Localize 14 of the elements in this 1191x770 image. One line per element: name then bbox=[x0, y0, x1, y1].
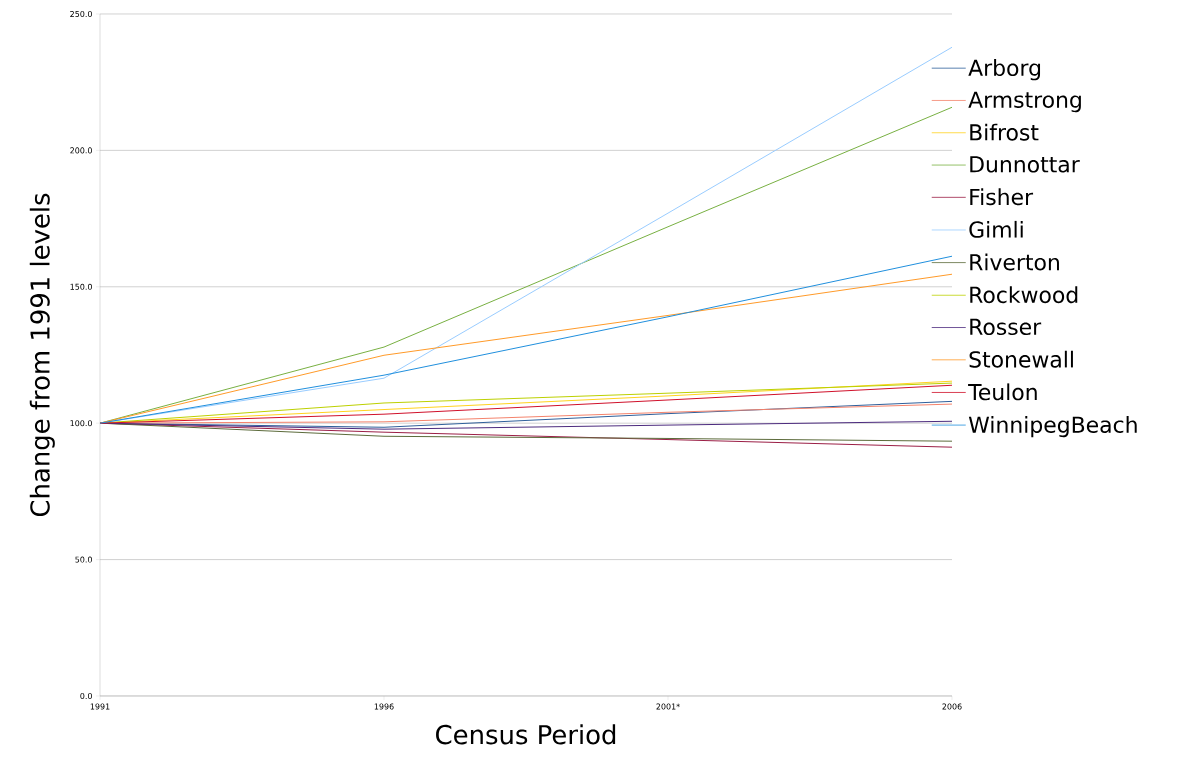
legend-label: Fisher bbox=[970, 188, 1034, 206]
legend-label: Bifrost bbox=[970, 123, 1039, 141]
legend-label: Armstrong bbox=[968, 91, 1081, 113]
legend-label: Teulon bbox=[968, 383, 1037, 401]
legend-label: Stonewall bbox=[969, 350, 1073, 368]
legend-label: Rockwood bbox=[970, 286, 1078, 304]
legend-label: WinnipegBeach bbox=[968, 416, 1137, 438]
legend-label: Riverton bbox=[970, 253, 1059, 271]
legend-label: Arborg bbox=[968, 59, 1041, 81]
legend-label: Gimli bbox=[969, 220, 1023, 238]
legend-label: Rosser bbox=[970, 318, 1042, 336]
y-axis-title: Change from 1991 levels bbox=[29, 193, 55, 517]
legend-label: Dunnottar bbox=[970, 156, 1080, 173]
x-axis-title: Census Period bbox=[436, 724, 616, 745]
